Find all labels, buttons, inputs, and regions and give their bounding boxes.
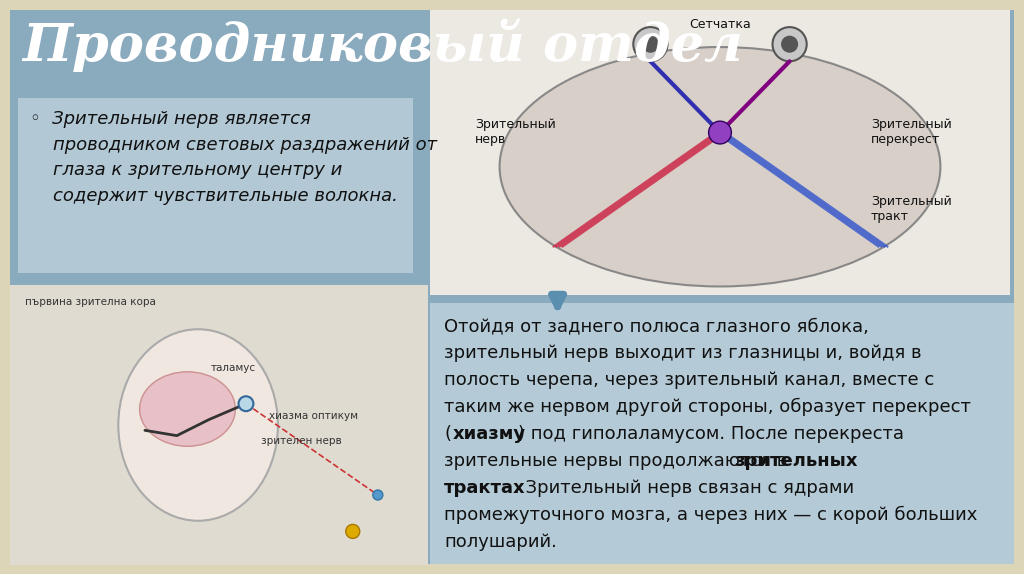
Text: зрительный нерв выходит из глазницы и, войдя в: зрительный нерв выходит из глазницы и, в… [444, 344, 922, 362]
Text: Проводниковый отдел: Проводниковый отдел [22, 18, 742, 72]
Ellipse shape [139, 372, 236, 446]
Circle shape [346, 525, 359, 538]
Text: промежуточного мозга, а через них — с корой больших: промежуточного мозга, а через них — с ко… [444, 506, 977, 524]
Text: Зрительный
нерв: Зрительный нерв [475, 118, 556, 146]
Circle shape [642, 36, 659, 53]
Text: зрительных: зрительных [734, 452, 857, 470]
Text: ◦  Зрительный нерв является
    проводником световых раздражений от
    глаза к : ◦ Зрительный нерв является проводником с… [30, 110, 437, 205]
Text: Зрительный
перекрест: Зрительный перекрест [870, 118, 951, 146]
Text: първина зрителна кора: първина зрителна кора [25, 297, 156, 307]
Circle shape [772, 27, 807, 61]
Text: зрителен нерв: зрителен нерв [261, 436, 342, 446]
Circle shape [373, 490, 383, 500]
Ellipse shape [119, 329, 278, 521]
Text: зрительные нервы продолжаются в: зрительные нервы продолжаются в [444, 452, 794, 470]
Text: хиазму: хиазму [453, 425, 526, 443]
Text: полушарий.: полушарий. [444, 533, 557, 551]
Text: хиазма оптикум: хиазма оптикум [269, 411, 358, 421]
Text: . Зрительный нерв связан с ядрами: . Зрительный нерв связан с ядрами [514, 479, 854, 497]
Text: трактах: трактах [444, 479, 525, 497]
Text: ) под гиполаламусом. После перекреста: ) под гиполаламусом. После перекреста [518, 425, 904, 443]
Text: таким же нервом другой стороны, образует перекрест: таким же нервом другой стороны, образует… [444, 398, 971, 416]
FancyBboxPatch shape [430, 10, 1010, 295]
Circle shape [781, 36, 798, 53]
Text: полость черепа, через зрительный канал, вместе с: полость черепа, через зрительный канал, … [444, 371, 934, 389]
FancyBboxPatch shape [430, 303, 1014, 564]
Circle shape [633, 27, 668, 61]
Ellipse shape [500, 47, 940, 286]
Text: Сетчатка: Сетчатка [689, 18, 751, 31]
FancyBboxPatch shape [10, 285, 428, 565]
Text: Зрительный
тракт: Зрительный тракт [870, 195, 951, 223]
Text: таламус: таламус [211, 363, 256, 374]
Circle shape [709, 121, 731, 144]
FancyBboxPatch shape [10, 10, 1014, 564]
Text: Отойдя от заднего полюса глазного яблока,: Отойдя от заднего полюса глазного яблока… [444, 317, 869, 335]
Circle shape [239, 396, 253, 411]
FancyBboxPatch shape [18, 98, 413, 273]
Text: (: ( [444, 425, 451, 443]
